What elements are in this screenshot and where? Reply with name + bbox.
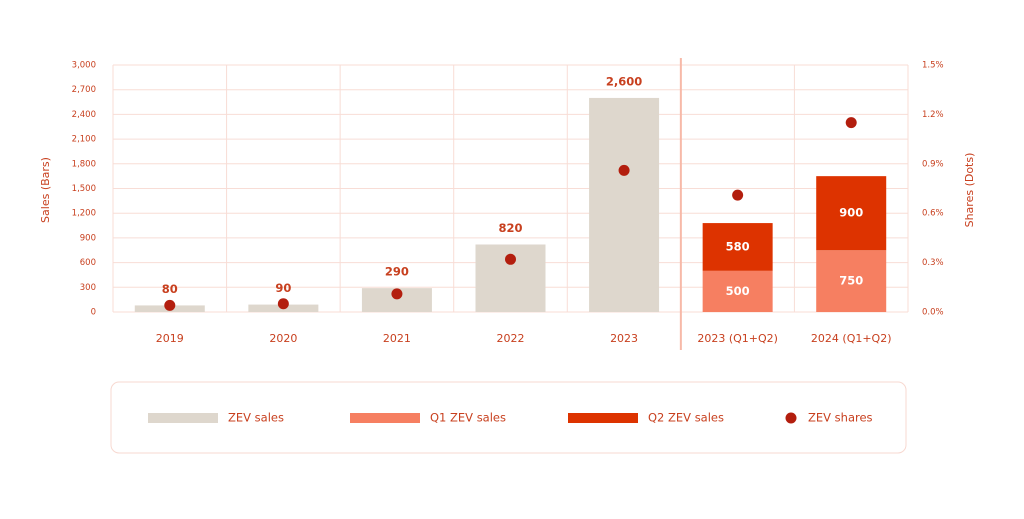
value-label: 500 [726, 284, 750, 298]
bar [361, 288, 432, 312]
y2-tick-label: 1.2% [922, 110, 944, 120]
share-dot [277, 298, 289, 310]
value-label: 750 [839, 274, 863, 288]
bar [702, 270, 773, 312]
value-label: 2,600 [606, 74, 642, 88]
legend-swatch [148, 413, 218, 423]
value-label: 580 [726, 239, 750, 253]
share-dot [732, 189, 744, 201]
y-tick-label: 2,400 [72, 110, 96, 120]
bar [816, 250, 887, 312]
legend-swatch [568, 413, 638, 423]
y2-tick-label: 0.9% [922, 159, 944, 169]
bar [702, 223, 773, 271]
legend-swatch [785, 412, 797, 424]
y-tick-label: 1,800 [72, 159, 96, 169]
y-tick-label: 600 [80, 258, 96, 268]
x-tick-label: 2021 [383, 332, 411, 345]
y-tick-label: 1,200 [72, 209, 96, 219]
value-label: 820 [498, 221, 522, 235]
y2-tick-label: 0.6% [922, 209, 944, 219]
y2-tick-label: 0.3% [922, 258, 944, 268]
y2-axis-label: Shares (Dots) [963, 153, 976, 228]
x-tick-label: 2019 [156, 332, 184, 345]
y-tick-label: 300 [80, 283, 96, 293]
legend-label: ZEV shares [808, 411, 873, 425]
y-tick-label: 2,100 [72, 135, 96, 145]
legend-label: ZEV sales [228, 411, 284, 425]
y-axis-label: Sales (Bars) [39, 157, 52, 223]
value-label: 90 [275, 281, 291, 295]
legend-box [110, 381, 907, 454]
share-dot [845, 117, 857, 129]
share-dot [618, 164, 630, 176]
x-tick-label: 2023 (Q1+Q2) [697, 332, 778, 345]
x-tick-label: 2024 (Q1+Q2) [811, 332, 892, 345]
legend-swatch [350, 413, 420, 423]
x-tick-label: 2023 [610, 332, 638, 345]
value-label: 80 [162, 282, 178, 296]
x-tick-label: 2020 [269, 332, 297, 345]
bar [816, 176, 887, 251]
bar [589, 97, 660, 312]
share-dot [391, 288, 403, 300]
y-tick-label: 2,700 [72, 85, 96, 95]
y-tick-label: 0 [91, 308, 96, 318]
y2-tick-label: 1.5% [922, 61, 944, 71]
x-tick-label: 2022 [497, 332, 525, 345]
value-label: 900 [839, 206, 863, 220]
y-tick-label: 900 [80, 233, 96, 243]
y2-tick-label: 0.0% [922, 308, 944, 318]
y-tick-label: 3,000 [72, 61, 96, 71]
legend-label: Q2 ZEV sales [648, 411, 724, 425]
share-dot [505, 253, 516, 265]
y-tick-label: 1,500 [72, 184, 96, 194]
legend-label: Q1 ZEV sales [430, 411, 506, 425]
share-dot [164, 299, 176, 311]
value-label: 290 [385, 265, 409, 279]
